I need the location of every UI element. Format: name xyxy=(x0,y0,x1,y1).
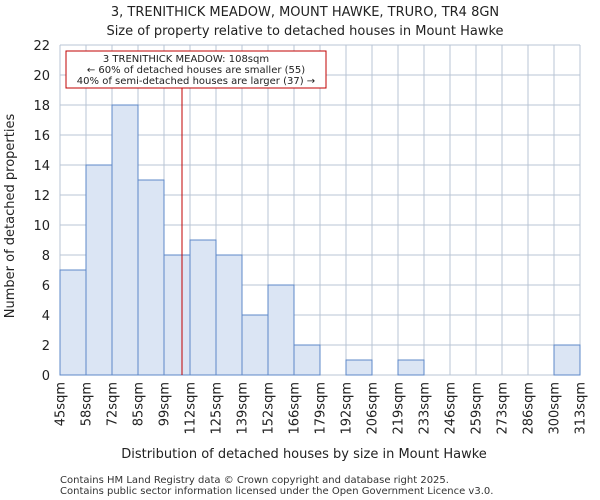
bar xyxy=(85,164,113,376)
y-tick-labels: 0 2 4 6 8 10 12 14 16 18 20 22 xyxy=(33,39,50,384)
bar xyxy=(397,359,425,376)
annotation-border xyxy=(65,50,327,89)
x-tick-label: 273sqm xyxy=(496,382,511,435)
y-tick-label: 12 xyxy=(33,189,50,204)
x-tick-label: 112sqm xyxy=(184,382,199,435)
y-tick-label: 0 xyxy=(42,369,50,384)
bar xyxy=(111,104,139,376)
bar xyxy=(293,344,321,376)
y-tick-label: 14 xyxy=(33,159,50,174)
x-tick-label: 192sqm xyxy=(340,382,355,435)
x-tick-label: 219sqm xyxy=(392,382,407,435)
x-tick-label: 233sqm xyxy=(418,382,433,435)
x-tick-label: 313sqm xyxy=(574,382,589,435)
x-tick-label: 166sqm xyxy=(288,382,303,435)
x-tick-label: 99sqm xyxy=(158,382,173,426)
chart-subtitle: Size of property relative to detached ho… xyxy=(106,24,503,39)
bar xyxy=(345,359,373,376)
chart-title: 3, TRENITHICK MEADOW, MOUNT HAWKE, TRURO… xyxy=(111,5,499,20)
x-tick-label: 58sqm xyxy=(80,382,95,426)
bar xyxy=(163,254,191,376)
y-axis-label: Number of detached properties xyxy=(3,114,18,319)
y-tick-label: 18 xyxy=(33,99,50,114)
x-tick-label: 125sqm xyxy=(210,382,225,435)
x-axis-label: Distribution of detached houses by size … xyxy=(121,447,487,462)
footer-line-2: Contains public sector information licen… xyxy=(60,486,493,497)
annotation-box: 3 TRENITHICK MEADOW: 108sqm ← 60% of det… xyxy=(65,50,327,89)
annotation-line-3: 40% of semi-detached houses are larger (… xyxy=(77,76,315,87)
y-tick-label: 16 xyxy=(33,129,50,144)
x-tick-label: 72sqm xyxy=(106,382,121,426)
x-tick-label: 85sqm xyxy=(132,382,147,426)
x-tick-label: 45sqm xyxy=(54,382,69,426)
bar xyxy=(267,284,295,376)
annotation-line-1: 3 TRENITHICK MEADOW: 108sqm xyxy=(103,54,269,65)
x-tick-label: 206sqm xyxy=(366,382,381,435)
bars xyxy=(59,104,581,376)
bar xyxy=(241,314,269,376)
x-tick-label: 246sqm xyxy=(444,382,459,435)
bar xyxy=(553,344,581,376)
x-tick-labels: 45sqm 58sqm 72sqm 85sqm 99sqm 112sqm 125sqm 139… xyxy=(54,382,589,435)
y-tick-label: 4 xyxy=(42,309,50,324)
y-tick-label: 10 xyxy=(33,219,50,234)
x-tick-label: 179sqm xyxy=(314,382,329,435)
bar xyxy=(215,254,243,376)
x-tick-label: 139sqm xyxy=(236,382,251,435)
y-tick-label: 22 xyxy=(33,39,50,54)
x-tick-label: 286sqm xyxy=(522,382,537,435)
y-tick-label: 20 xyxy=(33,69,50,84)
x-tick-label: 152sqm xyxy=(262,382,277,435)
y-tick-label: 2 xyxy=(42,339,50,354)
x-tick-label: 300sqm xyxy=(548,382,563,435)
y-tick-label: 6 xyxy=(42,279,50,294)
footer-line-1: Contains HM Land Registry data © Crown c… xyxy=(60,475,449,486)
x-tick-label: 259sqm xyxy=(470,382,485,435)
bar xyxy=(137,179,165,376)
bar xyxy=(59,269,87,376)
bar xyxy=(189,239,217,376)
annotation-line-2: ← 60% of detached houses are smaller (55… xyxy=(87,65,305,76)
y-tick-label: 8 xyxy=(42,249,50,264)
